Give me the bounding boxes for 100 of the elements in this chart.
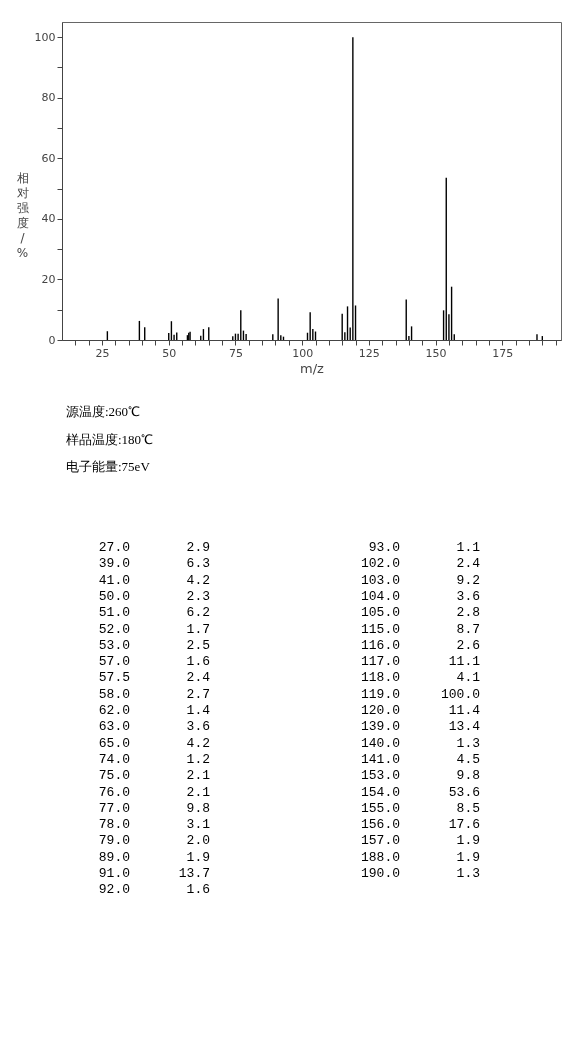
text: 1.9	[185, 849, 210, 865]
text: 1.6	[185, 882, 210, 898]
text: 93.0	[367, 540, 400, 555]
text: 102.0	[360, 556, 400, 572]
text: 27.0	[97, 540, 130, 555]
text: 50.0	[97, 588, 130, 604]
text: 3.1	[185, 817, 210, 833]
text: 188.0	[360, 849, 400, 865]
text: 154.0	[360, 784, 400, 800]
text: 141.0	[360, 751, 400, 767]
text: 57.0	[97, 654, 130, 670]
text: 9.2	[455, 572, 480, 588]
text: 62.0	[97, 703, 130, 718]
text: 11.4	[447, 703, 480, 718]
text: 1.9	[455, 849, 480, 865]
text: 116.0	[360, 637, 400, 653]
x-tick-label: 175	[492, 346, 514, 360]
text: 65.0	[97, 735, 130, 751]
text: 8.5	[455, 800, 480, 816]
text: 9.8	[455, 768, 480, 784]
text: 6.3	[185, 556, 210, 572]
text: 52.0	[97, 621, 130, 637]
text: 77.0	[97, 800, 130, 816]
text: 2.7	[185, 686, 210, 702]
y-tick-label: 0	[48, 333, 56, 347]
text: 2.6	[455, 637, 480, 653]
text: 63.0	[97, 719, 130, 735]
text: 6.2	[185, 605, 210, 621]
text: 3.6	[455, 588, 480, 604]
text: 100.0	[440, 686, 480, 702]
text: 2.1	[185, 784, 210, 800]
text: 9.8	[185, 800, 210, 816]
text: 74.0	[97, 751, 130, 767]
text: 1.7	[185, 621, 210, 637]
text: 79.0	[97, 833, 130, 849]
text: 2.1	[185, 768, 210, 784]
text: 3.6	[185, 719, 210, 735]
text: 11.1	[447, 654, 480, 670]
x-axis-title: m/z	[300, 360, 325, 376]
text: 105.0	[360, 605, 400, 621]
y-axis-title: 相对强度/%	[16, 170, 29, 260]
text: 2.4	[455, 556, 480, 572]
text: 13.7	[177, 866, 210, 881]
text: 190.0	[360, 866, 400, 881]
text: 157.0	[360, 833, 400, 849]
text: 17.6	[447, 817, 480, 833]
y-tick-label: 80	[41, 91, 56, 105]
x-tick-label: 150	[425, 346, 447, 360]
text: 53.6	[447, 784, 480, 800]
text: 118.0	[360, 670, 400, 686]
text: 1.3	[455, 866, 480, 881]
text: 电子能量:75eV	[66, 458, 151, 476]
text: 39.0	[97, 556, 130, 572]
y-tick-label: 20	[41, 272, 56, 286]
text: 89.0	[97, 849, 130, 865]
text: 57.5	[97, 670, 130, 686]
text: 8.7	[455, 621, 480, 637]
text: 样品温度:180℃	[66, 430, 154, 449]
text: 1.9	[455, 833, 480, 849]
text: 1.3	[455, 735, 480, 751]
x-tick-label: 100	[292, 346, 314, 360]
y-tick-label: 60	[41, 151, 56, 165]
text: 4.2	[185, 735, 210, 751]
text: 41.0	[97, 572, 130, 588]
text: 2.4	[185, 670, 210, 686]
text: 2.3	[185, 588, 210, 604]
text: 119.0	[360, 686, 400, 702]
text: 76.0	[97, 784, 130, 800]
text: 53.0	[97, 637, 130, 653]
text: 2.0	[185, 833, 210, 849]
text: 13.4	[447, 719, 480, 735]
x-tick-label: 25	[95, 346, 110, 360]
text: 120.0	[360, 703, 400, 718]
text: 4.2	[185, 572, 210, 588]
text: 115.0	[360, 621, 400, 637]
text: 156.0	[360, 817, 400, 833]
text: 2.8	[455, 605, 480, 621]
x-tick-label: 75	[228, 346, 243, 360]
text: 103.0	[360, 572, 400, 588]
x-tick-label: 125	[358, 346, 380, 360]
text: 91.0	[97, 866, 130, 881]
y-tick-label: 100	[34, 30, 56, 44]
text: 2.9	[185, 540, 210, 555]
text: 153.0	[360, 768, 400, 784]
text: 1.6	[185, 654, 210, 670]
text: 104.0	[360, 588, 400, 604]
text: 140.0	[360, 735, 400, 751]
text: 92.0	[97, 882, 130, 898]
text: 1.2	[185, 751, 210, 767]
text: 78.0	[97, 817, 130, 833]
text: 75.0	[97, 768, 130, 784]
text: 4.1	[455, 670, 480, 686]
text: 58.0	[97, 686, 130, 702]
x-tick-label: 50	[162, 346, 177, 360]
text: 117.0	[360, 654, 400, 670]
text: 1.4	[185, 703, 210, 718]
text: 1.1	[455, 540, 480, 555]
text: 155.0	[360, 800, 400, 816]
text: 2.5	[185, 637, 210, 653]
text: 4.5	[455, 751, 480, 767]
